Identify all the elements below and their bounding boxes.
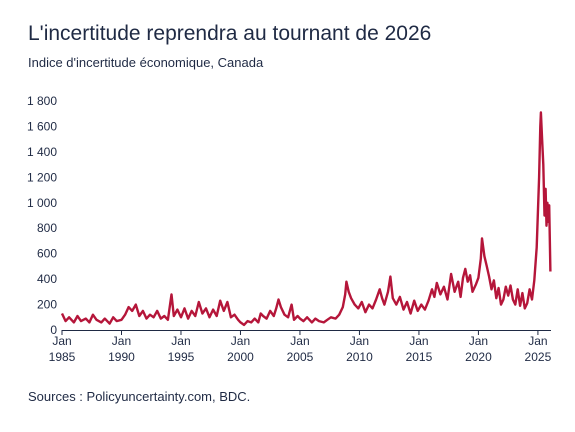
y-tick-label: 600	[37, 247, 57, 261]
y-tick-label: 800	[37, 221, 57, 235]
x-tick-month-label: Jan	[52, 334, 71, 348]
x-tick-month-label: Jan	[112, 334, 131, 348]
y-tick-label: 1 800	[27, 94, 57, 108]
y-tick-label: 200	[37, 298, 57, 312]
y-axis-labels: 0 200 400 600 800 1 000 1 200 1 400 1 600 1 800	[27, 94, 57, 337]
x-tick-year-label: 2010	[346, 350, 373, 364]
x-axis-labels: Jan 1985 Jan 1990 Jan 1995 Jan 2000 Jan 2005 Jan 20…	[49, 334, 552, 364]
x-tick-year-label: 2025	[525, 350, 552, 364]
chart-title: L'incertitude reprendra au tournant de 2…	[28, 22, 432, 45]
x-tick-year-label: 2000	[227, 350, 254, 364]
x-tick-month-label: Jan	[528, 334, 547, 348]
x-tick-year-label: 1990	[108, 350, 135, 364]
x-tick-year-label: 1995	[168, 350, 195, 364]
series-line	[60, 111, 552, 327]
x-tick-month-label: Jan	[409, 334, 428, 348]
y-tick-label: 400	[37, 272, 57, 286]
x-tick-month-label: Jan	[350, 334, 369, 348]
x-tick-year-label: 2015	[406, 350, 433, 364]
y-tick-label: 1 600	[27, 119, 57, 133]
x-tick-month-label: Jan	[231, 334, 250, 348]
x-tick-month-label: Jan	[290, 334, 309, 348]
x-tick-year-label: 1985	[49, 350, 76, 364]
y-tick-label: 1 000	[27, 196, 57, 210]
x-tick-year-label: 2020	[465, 350, 492, 364]
x-tick-month-label: Jan	[469, 334, 488, 348]
x-tick-month-label: Jan	[171, 334, 190, 348]
y-tick-label: 1 200	[27, 170, 57, 184]
y-tick-label: 1 400	[27, 145, 57, 159]
y-tick-label: 0	[50, 323, 57, 337]
source-note: Sources : Policyuncertainty.com, BDC.	[28, 389, 251, 404]
x-tick-year-label: 2005	[287, 350, 314, 364]
chart-subtitle: Indice d'incertitude économique, Canada	[28, 55, 264, 70]
